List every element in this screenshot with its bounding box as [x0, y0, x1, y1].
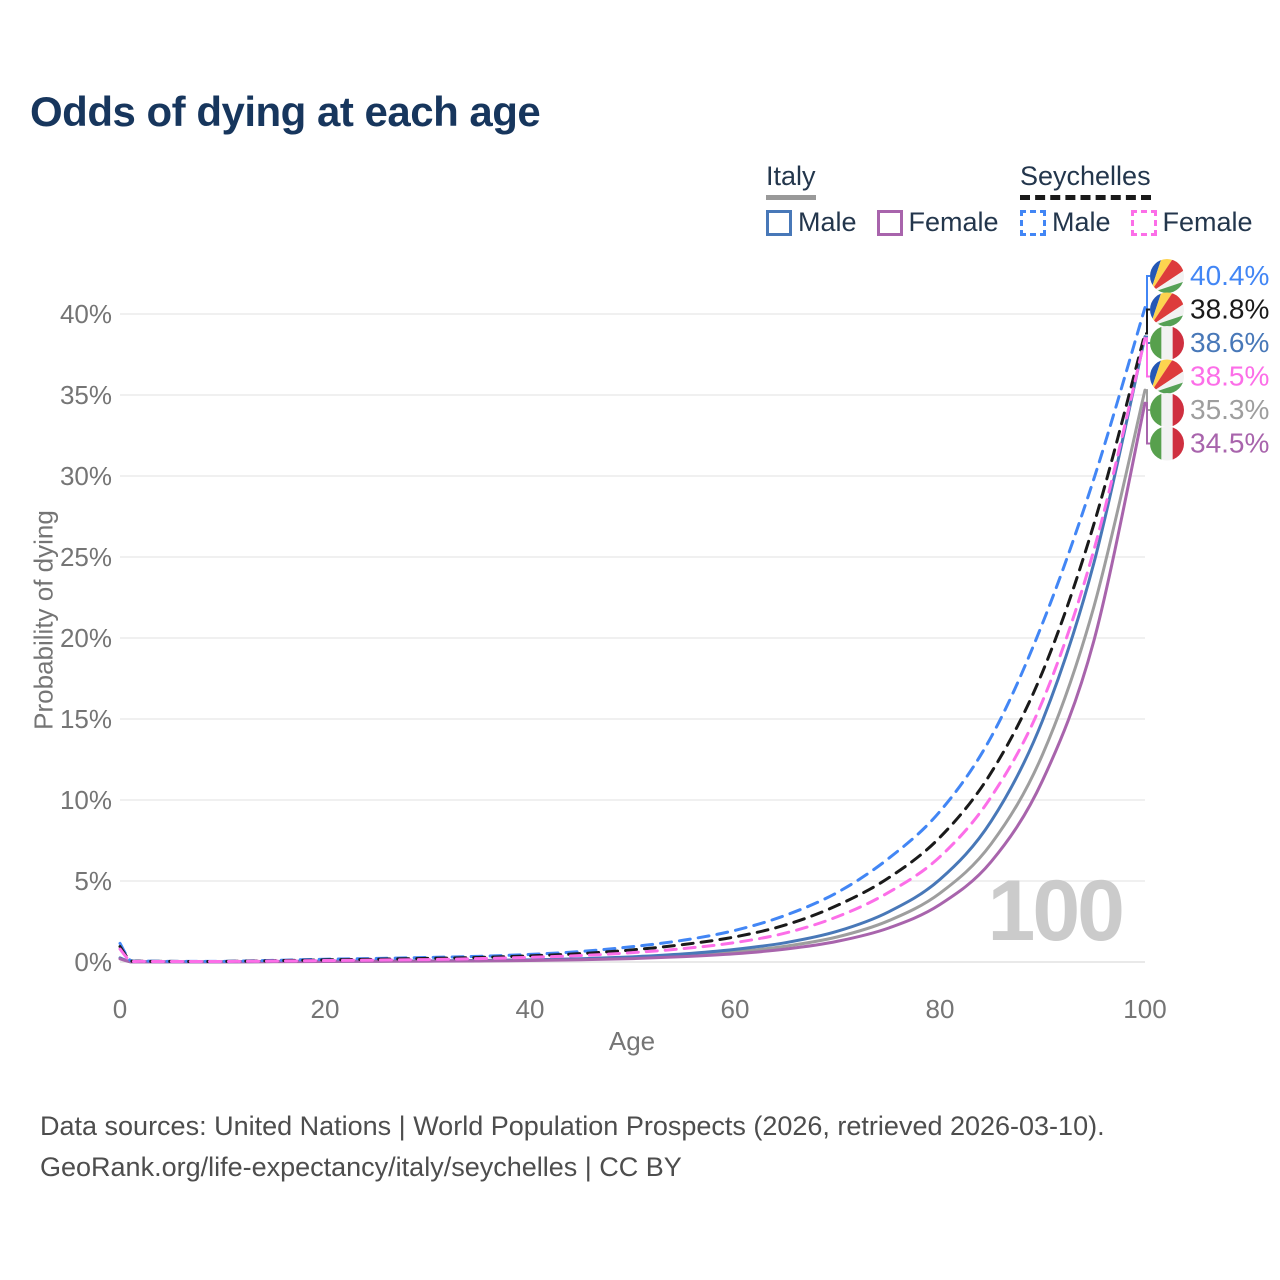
legend-group-seychelles: Seychelles Male Female	[1020, 161, 1253, 238]
y-axis-title: Probability of dying	[28, 510, 59, 730]
legend-label: Male	[798, 207, 857, 237]
y-tick-label: 25%	[60, 542, 112, 572]
y-tick-label: 20%	[60, 623, 112, 653]
footer-url-line: GeoRank.org/life-expectancy/italy/seyche…	[40, 1152, 682, 1182]
end-value-label: 35.3%	[1190, 394, 1269, 425]
y-tick-label: 0%	[74, 947, 112, 977]
legend-label: Female	[1162, 207, 1253, 237]
page-title: Odds of dying at each age	[30, 88, 541, 135]
y-tick-label: 30%	[60, 461, 112, 491]
legend-label: Female	[908, 207, 999, 237]
italy-flag-icon	[1150, 426, 1184, 461]
x-tick-label: 40	[516, 994, 545, 1024]
y-tick-label: 5%	[74, 866, 112, 896]
end-label-leader-line	[1145, 275, 1150, 309]
legend-item-italy-male[interactable]: Male	[766, 207, 857, 238]
seychelles-male-swatch-icon	[1020, 209, 1046, 236]
seychelles-flag-icon	[1150, 292, 1184, 327]
seychelles-flag-icon	[1150, 359, 1184, 394]
end-value-label: 38.6%	[1190, 327, 1269, 358]
end-value-label: 40.4%	[1190, 260, 1269, 291]
series-line-seychelles-both-sexes[interactable]	[118, 331, 1147, 963]
x-tick-label: 80	[926, 994, 955, 1024]
italy-female-swatch-icon	[876, 209, 903, 236]
end-label-leader-line	[1145, 308, 1150, 335]
seychelles-female-swatch-icon	[1130, 209, 1157, 236]
legend-label: Male	[1052, 207, 1111, 237]
x-axis-title: Age	[608, 1026, 656, 1056]
x-tick-label: 100	[1123, 994, 1166, 1024]
y-tick-label: 40%	[60, 299, 112, 329]
legend-item-italy-female[interactable]: Female	[876, 207, 999, 238]
legend-header-seychelles[interactable]: Seychelles	[1020, 161, 1151, 200]
series-line-seychelles-male[interactable]	[118, 306, 1147, 963]
legend-item-seychelles-female[interactable]: Female	[1130, 207, 1253, 238]
end-value-label: 38.8%	[1190, 294, 1269, 325]
italy-flag-icon	[1150, 393, 1184, 427]
end-value-label: 34.5%	[1190, 428, 1269, 459]
end-label-leader-line	[1145, 389, 1150, 411]
italy-male-swatch-icon	[766, 209, 792, 236]
footer-source-line: Data sources: United Nations | World Pop…	[40, 1111, 1105, 1141]
legend-group-italy: Italy Male Female	[766, 161, 999, 238]
italy-flag-icon	[1150, 326, 1184, 360]
y-tick-label: 15%	[60, 704, 112, 734]
age-counter-watermark: 100	[987, 863, 1125, 959]
y-tick-label: 35%	[60, 380, 112, 410]
x-tick-label: 0	[113, 994, 127, 1024]
legend-header-italy[interactable]: Italy	[766, 161, 816, 200]
seychelles-flag-icon	[1150, 259, 1184, 293]
footer: Data sources: United Nations | World Pop…	[40, 1106, 1105, 1188]
y-tick-label: 10%	[60, 785, 112, 815]
end-label-leader-line	[1145, 402, 1150, 445]
legend-item-seychelles-male[interactable]: Male	[1020, 207, 1111, 238]
series-line-seychelles-female[interactable]	[118, 336, 1147, 964]
x-tick-label: 20	[311, 994, 340, 1024]
series-line-italy-female[interactable]	[118, 401, 1147, 964]
end-label-leader-line	[1145, 337, 1150, 378]
end-value-label: 38.5%	[1190, 361, 1269, 392]
x-tick-label: 60	[721, 994, 750, 1024]
